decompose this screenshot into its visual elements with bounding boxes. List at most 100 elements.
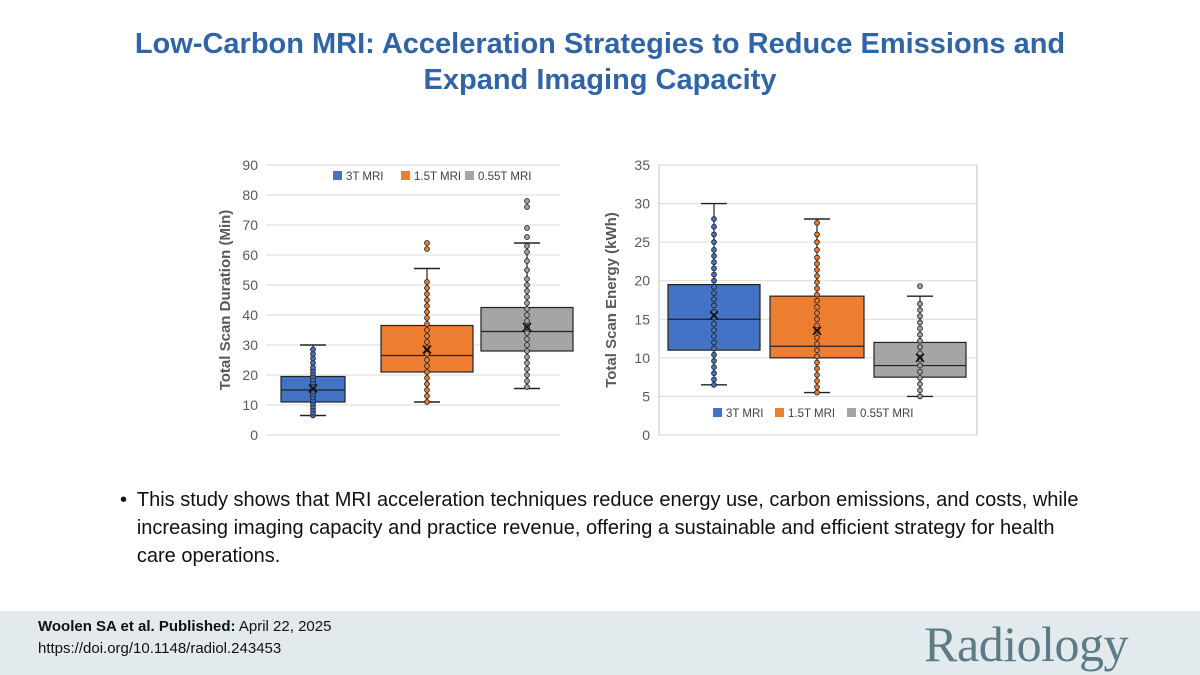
data-point <box>711 216 717 222</box>
duration-y-axis-label: Total Scan Duration (Min) <box>217 210 234 391</box>
title-line-1: Low-Carbon MRI: Acceleration Strategies … <box>134 28 1066 60</box>
data-point <box>814 347 820 353</box>
data-point <box>524 312 530 318</box>
data-point <box>424 321 430 327</box>
energy-y-tick-label: 15 <box>634 311 650 327</box>
duration-y-tick-label: 50 <box>242 277 258 293</box>
duration-y-tick-label: 70 <box>242 217 258 233</box>
data-point <box>524 225 530 231</box>
data-point <box>917 362 923 369</box>
footer: Woolen SA et al. Published: April 22, 20… <box>0 611 1200 675</box>
data-point <box>524 288 530 294</box>
data-point <box>814 371 820 378</box>
title-line-2: Expand Imaging Capacity <box>423 64 777 96</box>
data-point <box>524 360 530 366</box>
data-point <box>424 309 430 315</box>
data-point <box>711 277 717 284</box>
data-point <box>814 365 820 372</box>
data-point <box>524 378 530 384</box>
duration-legend-swatch <box>465 171 474 180</box>
energy-legend-label: 1.5T MRI <box>788 408 835 420</box>
data-point <box>711 231 717 238</box>
energy-legend-label: 0.55T MRI <box>860 408 913 420</box>
mean-marker <box>915 353 925 363</box>
data-point <box>711 239 717 245</box>
energy-y-tick-label: 20 <box>634 273 650 289</box>
data-point <box>711 339 717 346</box>
data-point <box>524 282 530 288</box>
data-point <box>814 389 820 396</box>
data-point <box>917 283 923 289</box>
data-point <box>711 364 717 370</box>
data-point <box>814 291 820 298</box>
data-point <box>524 300 530 306</box>
citation-doi: https://doi.org/10.1148/radiol.243453 <box>38 640 282 657</box>
data-point <box>917 338 923 344</box>
mean-marker <box>522 322 532 332</box>
energy-series-1 <box>769 218 865 396</box>
data-point <box>814 353 820 360</box>
mean-marker <box>308 383 318 394</box>
energy-y-tick-label: 30 <box>634 196 650 212</box>
data-point <box>424 279 430 285</box>
data-point <box>524 234 530 240</box>
data-point <box>917 387 923 394</box>
data-point <box>524 366 530 372</box>
data-point <box>917 331 923 338</box>
duration-series-1 <box>380 240 474 405</box>
data-point <box>814 273 820 279</box>
energy-y-tick-label: 5 <box>642 388 650 404</box>
data-point <box>524 354 530 360</box>
energy-y-tick-label: 0 <box>642 427 650 443</box>
data-point <box>917 319 923 326</box>
data-point <box>814 359 820 366</box>
citation: Woolen SA et al. Published: April 22, 20… <box>38 616 331 660</box>
data-point <box>424 363 430 369</box>
energy-y-tick-label: 35 <box>634 157 650 173</box>
data-point <box>524 243 530 249</box>
data-point <box>711 265 717 272</box>
data-point <box>524 258 530 264</box>
data-point <box>917 393 923 400</box>
data-point <box>711 376 717 383</box>
data-point <box>424 339 430 345</box>
data-point <box>424 387 430 393</box>
data-point <box>814 279 820 286</box>
data-point <box>711 321 717 327</box>
duration-legend-label: 1.5T MRI <box>414 171 461 183</box>
data-point <box>424 327 430 333</box>
data-point <box>814 384 820 391</box>
energy-series-2 <box>873 283 967 400</box>
data-point <box>524 306 530 312</box>
data-point <box>814 220 820 226</box>
data-point <box>917 313 923 320</box>
data-point <box>814 310 820 316</box>
data-point <box>524 318 530 324</box>
data-point <box>711 345 717 352</box>
data-point <box>814 316 820 323</box>
data-point <box>524 198 530 204</box>
data-point <box>814 247 820 253</box>
data-point <box>917 381 923 387</box>
energy-series-0 <box>667 202 761 388</box>
data-point <box>814 260 820 267</box>
duration-legend-label: 3T MRI <box>346 171 384 183</box>
data-point <box>524 204 530 210</box>
mean-marker <box>812 326 822 336</box>
data-point <box>814 297 820 304</box>
data-point <box>814 231 820 238</box>
data-point <box>524 294 530 300</box>
data-point <box>711 333 717 340</box>
energy-y-tick-label: 10 <box>634 350 650 366</box>
energy-y-axis-label: Total Scan Energy (kWh) <box>603 212 620 388</box>
energy-legend-swatch <box>775 408 784 417</box>
data-point <box>711 259 717 266</box>
energy-legend-swatch <box>847 408 856 417</box>
data-point <box>917 325 923 332</box>
data-point <box>814 304 820 310</box>
duration-series-2 <box>480 198 574 390</box>
data-point <box>711 247 717 253</box>
duration-series-0 <box>280 344 346 419</box>
mean-marker <box>709 310 719 320</box>
duration-y-tick-label: 90 <box>242 157 258 173</box>
